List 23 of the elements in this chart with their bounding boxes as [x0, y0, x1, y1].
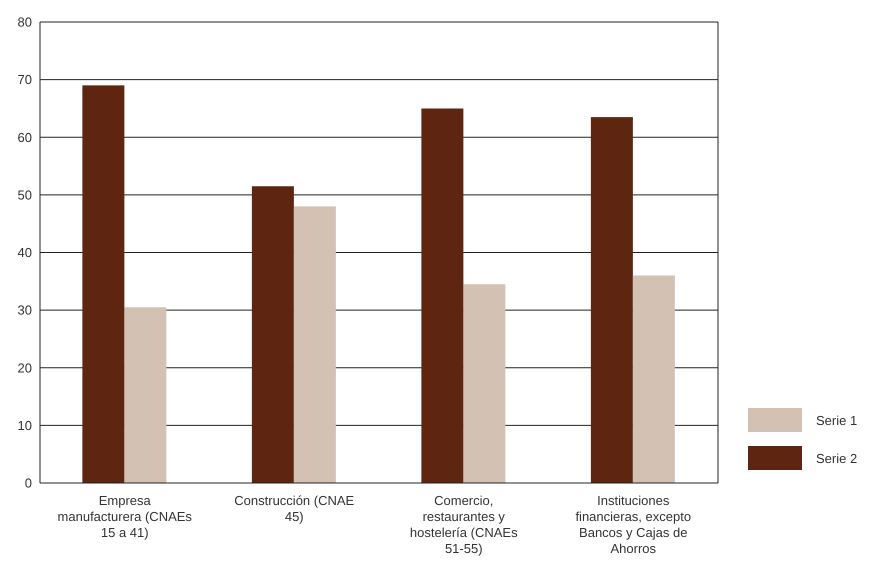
bar: [463, 284, 506, 483]
y-tick-label: 20: [18, 360, 32, 376]
y-tick-label: 30: [18, 302, 32, 318]
y-tick-label: 40: [18, 245, 32, 260]
bar: [632, 276, 675, 483]
y-tick-label: 10: [18, 418, 32, 433]
y-tick-label: 80: [18, 14, 32, 30]
y-tick-label: 60: [18, 130, 32, 145]
legend-label: Serie 2: [816, 450, 858, 466]
x-tick-label: Instituciones financieras, excepto Bancos y Cajas de Ahorros: [575, 493, 692, 556]
legend-label: Serie 1: [816, 412, 858, 428]
bar: [294, 206, 336, 483]
x-tick-label: Empresa manufacturera (CNAEs 15 a 41): [58, 493, 192, 540]
bar: [124, 307, 166, 483]
bar: [421, 108, 464, 483]
x-tick-label: Comercio, restaurantes y hostelería (CNAEs 51-55): [410, 493, 518, 556]
y-tick-label: 0: [24, 476, 32, 491]
y-tick-label: 70: [18, 72, 32, 88]
x-tick-label: Construcción (CNAE 45): [234, 493, 355, 524]
y-tick-label: 50: [18, 187, 32, 202]
bar: [252, 186, 294, 483]
bar: [590, 117, 633, 483]
bar: [82, 85, 124, 483]
